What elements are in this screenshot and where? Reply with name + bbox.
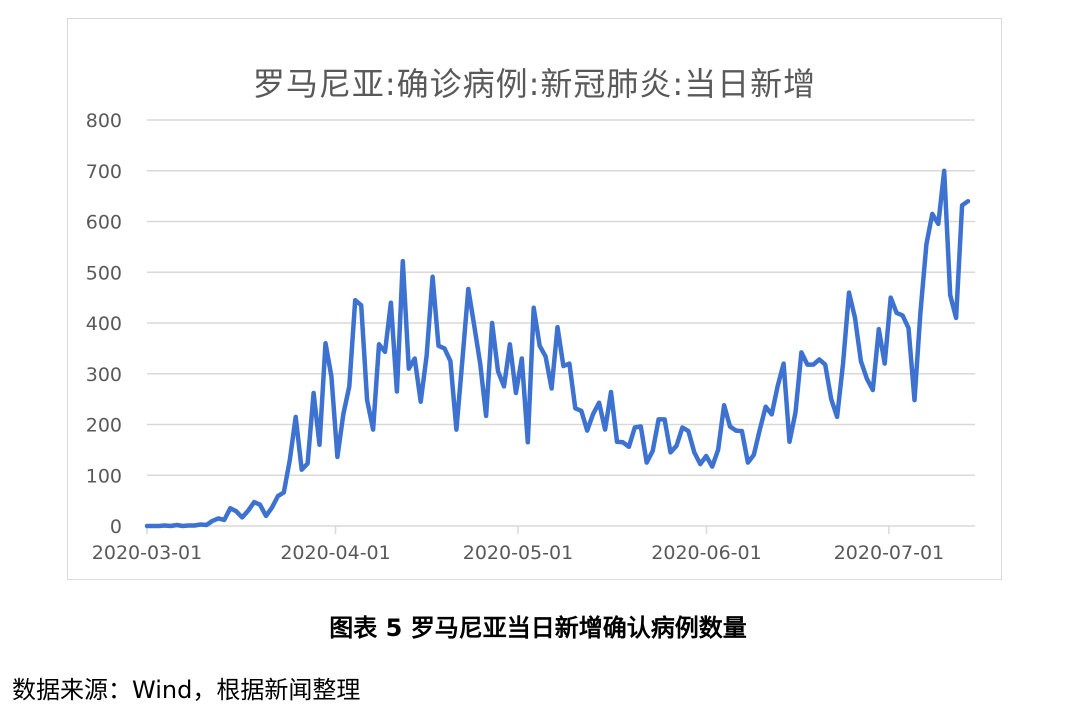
x-tick-label: 2020-05-01 (463, 542, 573, 564)
y-tick-label: 700 (86, 161, 122, 183)
y-tick-label: 0 (110, 516, 122, 538)
y-tick-label: 100 (86, 465, 122, 487)
source-note: 数据来源：Wind，根据新闻整理 (12, 676, 361, 704)
figure-caption: 图表 5 罗马尼亚当日新增确认病例数量 (329, 614, 747, 642)
y-tick-label: 400 (86, 313, 122, 335)
y-tick-label: 600 (86, 212, 122, 234)
x-tick-label: 2020-06-01 (651, 542, 761, 564)
y-tick-label: 800 (86, 110, 122, 132)
series-line (144, 168, 971, 529)
chart-title: 罗马尼亚:确诊病例:新冠肺炎:当日新增 (252, 65, 817, 103)
x-tick-label: 2020-03-01 (92, 542, 202, 564)
y-tick-label: 200 (86, 415, 122, 437)
x-tick-label: 2020-04-01 (280, 542, 390, 564)
y-tick-label: 500 (86, 262, 122, 284)
y-tick-label: 300 (86, 364, 122, 386)
x-tick-label: 2020-07-01 (834, 542, 944, 564)
chart-frame: 罗马尼亚:确诊病例:新冠肺炎:当日新增 (67, 18, 1002, 580)
line-chart: 0 100 200 300 400 500 600 700 800 2020-03-01 2020-… (86, 110, 975, 564)
